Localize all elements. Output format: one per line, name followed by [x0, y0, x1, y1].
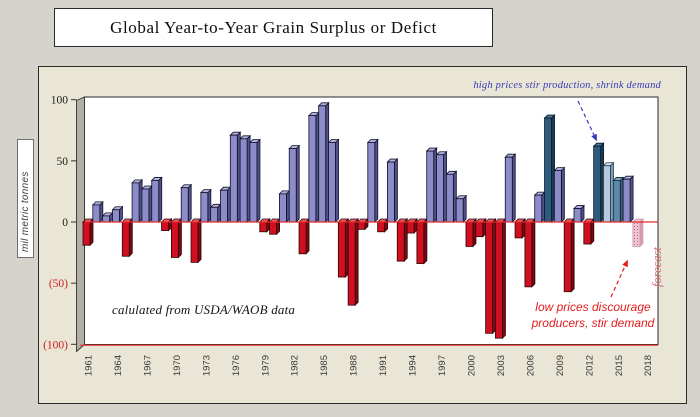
y-axis-title-box: mil metric tonnes: [17, 139, 34, 258]
source-note: calulated from USDA/WAOB data: [112, 302, 296, 317]
chart-area: [38, 66, 687, 404]
chart-title-box: Global Year-to-Year Grain Surplus or Def…: [54, 8, 493, 47]
y-axis-title: mil metric tonnes: [20, 171, 31, 252]
annotation-low-prices-line2: producers, stir demand: [531, 316, 655, 330]
annotation-high-prices: high prices stir production, shrink dema…: [473, 80, 661, 91]
annotation-low-prices-line1: low prices discourage: [535, 300, 651, 314]
forecast-label: forecast: [650, 247, 664, 287]
annotation-low-prices: low prices discourage producers, stir de…: [513, 299, 673, 331]
chart-title: Global Year-to-Year Grain Surplus or Def…: [110, 18, 437, 37]
